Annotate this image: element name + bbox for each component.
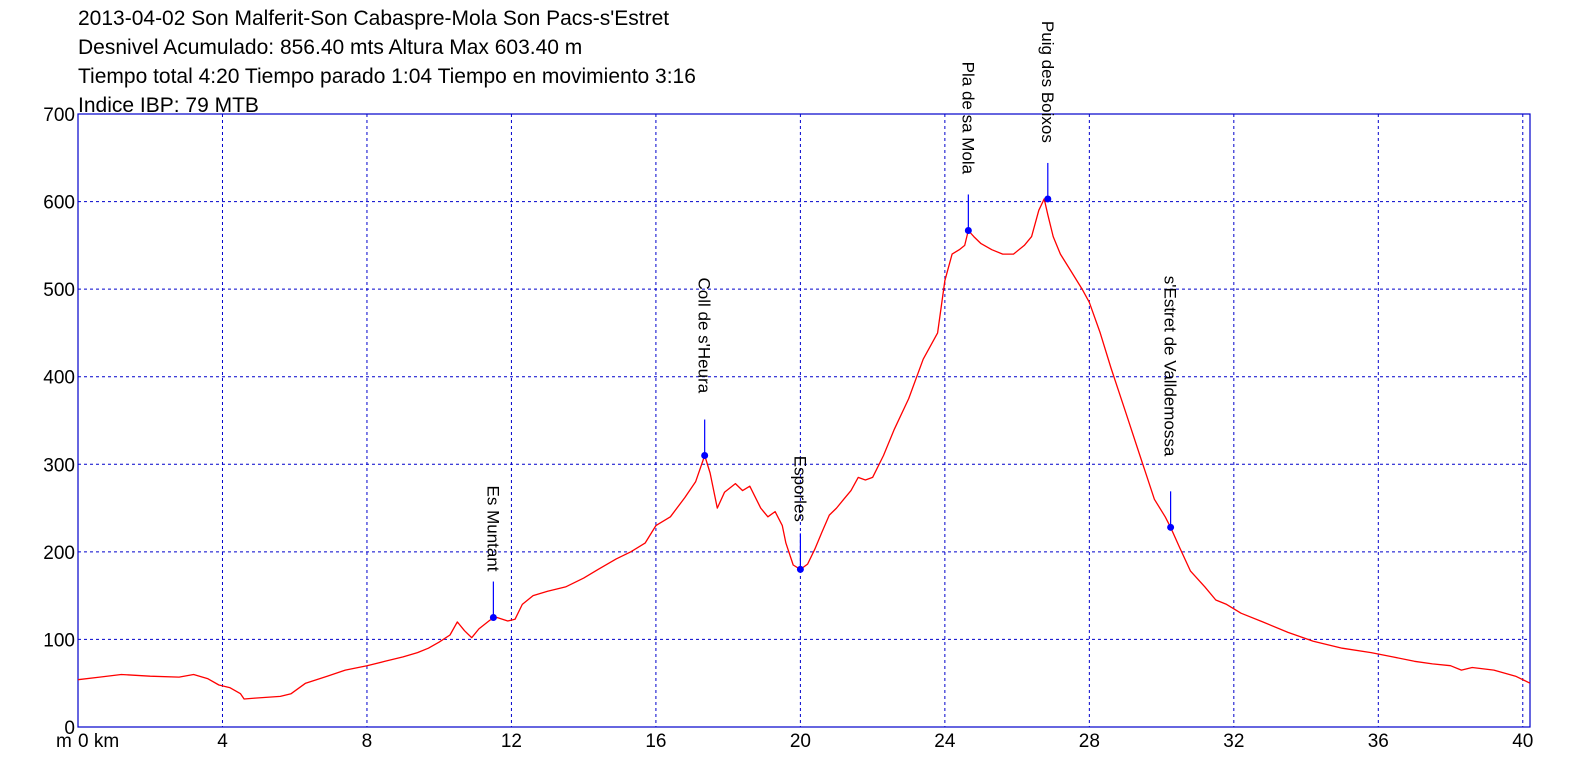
waypoint-label: Pla de sa Mola <box>958 62 977 175</box>
profile-series <box>77 198 1531 700</box>
y-tick-label: 400 <box>43 368 75 389</box>
x-tick-label: 36 <box>1368 731 1389 752</box>
x-tick-label: 0 km <box>78 731 119 752</box>
x-tick-label: 28 <box>1079 731 1100 752</box>
y-tick-label: 700 <box>43 105 75 126</box>
x-tick-label: 40 <box>1512 731 1533 752</box>
chart-title: 2013-04-02 Son Malferit-Son Cabaspre-Mol… <box>78 7 670 30</box>
time-summary: Tiempo total 4:20 Tiempo parado 1:04 Tie… <box>78 65 696 88</box>
x-tick-label: 12 <box>501 731 522 752</box>
x-tick-label: 20 <box>790 731 811 752</box>
y-tick-label: 0 <box>64 718 75 739</box>
x-unit-label: m <box>56 731 72 752</box>
x-tick-label: 16 <box>645 731 666 752</box>
waypoint-marker <box>796 565 804 573</box>
y-tick-label: 500 <box>43 280 75 301</box>
ibp-index: Indice IBP: 79 MTB <box>78 94 259 117</box>
waypoint-marker <box>701 452 709 460</box>
waypoint-marker <box>1167 523 1175 531</box>
waypoint-marker <box>489 614 497 622</box>
elevation-line <box>77 198 1531 700</box>
chart-header: 2013-04-02 Son Malferit-Son Cabaspre-Mol… <box>78 4 696 120</box>
y-tick-label: 600 <box>43 193 75 214</box>
waypoint-label: Coll de s'Heura <box>695 278 714 394</box>
waypoint-label: Puig des Boixos <box>1038 21 1057 143</box>
waypoint-label: Esporles <box>790 456 809 522</box>
waypoint-label: Es Muntant <box>483 486 502 572</box>
y-tick-label: 300 <box>43 455 75 476</box>
waypoints: Es Muntant Coll de s'Heura Esporles Pla de … <box>483 21 1180 622</box>
elevation-summary: Desnivel Acumulado: 856.40 mts Altura Ma… <box>78 36 583 59</box>
x-tick-label: 32 <box>1223 731 1244 752</box>
plot-frame <box>77 113 1531 728</box>
x-tick-label: 8 <box>362 731 373 752</box>
grid <box>77 113 1531 728</box>
x-tick-label: 24 <box>934 731 956 752</box>
x-tick-label: 4 <box>217 731 228 752</box>
y-tick-label: 100 <box>43 630 75 651</box>
waypoint-marker <box>1044 195 1052 203</box>
tick-labels: 0 100 200 300 400 500 600 700 0 km 4 8 12 16 20 24 28 32… <box>43 105 1533 752</box>
waypoint-label: s'Estret de Valldemossa <box>1161 276 1180 457</box>
y-tick-label: 200 <box>43 543 75 564</box>
waypoint-marker <box>964 226 972 234</box>
